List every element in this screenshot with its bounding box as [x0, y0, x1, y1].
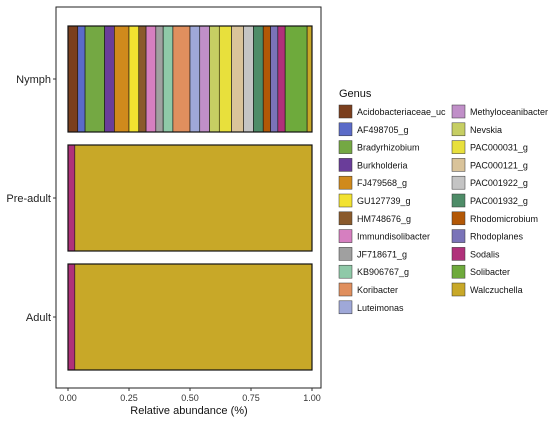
x-axis-title: Relative abundance (%): [130, 405, 247, 417]
bar-segment: [284, 25, 308, 133]
bar-segment: [138, 25, 147, 133]
legend-label: Luteimonas: [357, 303, 404, 313]
legend-swatch: [451, 193, 466, 208]
legend-swatch: [338, 247, 353, 261]
legend-swatch: [451, 158, 466, 172]
bar-segment: [262, 25, 271, 133]
legend-label: Immundisolibacter: [357, 232, 430, 242]
bar-segment: [199, 25, 210, 133]
bar-segment: [231, 25, 244, 133]
legend-label: Rhodoplanes: [470, 232, 524, 242]
bar-segment: [155, 25, 164, 133]
legend-swatch: [338, 193, 353, 208]
bar-segment: [114, 25, 130, 133]
legend-label: Walczuchella: [470, 285, 523, 295]
legend-label: Solibacter: [470, 267, 510, 277]
legend-swatch: [451, 264, 466, 279]
legend-label: KB906767_g: [357, 267, 409, 277]
bar-outline: [67, 263, 313, 371]
bar-outline: [67, 144, 313, 252]
legend-label: Koribacter: [357, 285, 398, 295]
bar-segment: [172, 25, 191, 133]
bar-segment: [162, 25, 174, 133]
bar-segment: [253, 25, 264, 133]
legend-swatch: [338, 140, 353, 154]
bar-segment: [209, 25, 220, 133]
legend-label: PAC001932_g: [470, 196, 528, 206]
legend-label: Acidobacteriaceae_uc: [357, 107, 446, 117]
legend-label: Nevskia: [470, 125, 502, 135]
bar-segment: [74, 263, 313, 371]
x-tick-label: 0.25: [120, 393, 138, 403]
legend-label: Methyloceanibacter: [470, 107, 548, 117]
legend-label: PAC000031_g: [470, 143, 528, 153]
bar-segment: [306, 25, 313, 133]
legend-swatch: [451, 229, 466, 243]
legend-swatch: [451, 140, 466, 154]
legend-swatch: [451, 282, 466, 297]
bar-segment: [84, 25, 105, 133]
x-tick-label: 1.00: [303, 393, 321, 403]
legend-label: AF498705_g: [357, 125, 409, 135]
bar-segment: [189, 25, 201, 133]
legend-label: HM748676_g: [357, 214, 411, 224]
bar-segment: [104, 25, 115, 133]
legend-swatch: [338, 282, 353, 297]
legend-label: Burkholderia: [357, 160, 408, 170]
legend-swatch: [451, 122, 466, 137]
bar-segment: [128, 25, 140, 133]
legend-swatch: [451, 104, 466, 119]
legend-swatch: [338, 211, 353, 226]
legend: Genus Acidobacteriaceae_uc AF498705_g Brad…: [338, 88, 548, 315]
legend-swatch: [338, 104, 353, 119]
x-tick-label: 0.75: [242, 393, 260, 403]
legend-swatch: [338, 264, 353, 279]
x-axis: 0.00 0.25 0.50 0.75 1.00: [59, 388, 321, 403]
y-tick-label: Adult: [26, 312, 51, 324]
legend-swatch: [338, 158, 353, 172]
legend-swatch: [338, 229, 353, 243]
bar-segment: [67, 263, 76, 371]
bar-segment: [218, 25, 232, 133]
bar-segment: [67, 144, 76, 252]
x-tick-label: 0.50: [181, 393, 199, 403]
legend-label: PAC001922_g: [470, 178, 528, 188]
legend-label: GU127739_g: [357, 196, 411, 206]
bar-segment: [74, 144, 313, 252]
legend-label: JF718671_g: [357, 249, 407, 259]
bar-segment: [77, 25, 86, 133]
bar-segment: [145, 25, 157, 133]
legend-swatch: [451, 247, 466, 261]
legend-swatch: [338, 122, 353, 137]
x-tick-label: 0.00: [59, 393, 77, 403]
legend-swatch: [338, 175, 353, 190]
bars-layer: [67, 25, 313, 371]
legend-label: Rhodomicrobium: [470, 214, 538, 224]
legend-swatch: [451, 211, 466, 226]
legend-label: PAC000121_g: [470, 160, 528, 170]
legend-label: Sodalis: [470, 249, 500, 259]
y-tick-label: Nymph: [16, 74, 51, 86]
bar-outline: [67, 25, 313, 133]
legend-label: FJ479568_g: [357, 178, 407, 188]
bar-segment: [270, 25, 279, 133]
legend-swatch: [338, 300, 353, 315]
legend-title: Genus: [339, 88, 372, 100]
legend-label: Bradyrhizobium: [357, 143, 420, 153]
bar-segment: [67, 25, 79, 133]
legend-swatch: [451, 175, 466, 190]
bar-segment: [243, 25, 254, 133]
y-axis: Nymph Pre-adult Adult: [6, 74, 56, 324]
y-tick-label: Pre-adult: [6, 193, 51, 205]
bar-segment: [277, 25, 286, 133]
